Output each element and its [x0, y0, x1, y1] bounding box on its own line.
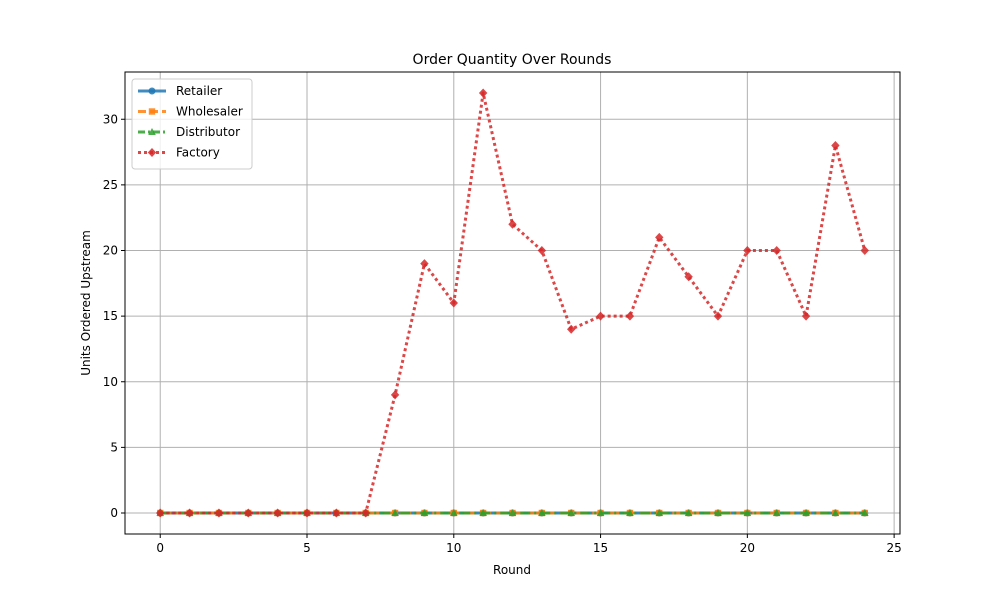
- factory-point: [332, 508, 341, 518]
- distributor-point: [802, 509, 810, 516]
- series-factory: [156, 88, 869, 518]
- legend-entry-wholesaler: Wholesaler: [138, 105, 243, 119]
- factory-point: [655, 232, 664, 242]
- y-tick-label: 5: [110, 440, 118, 454]
- factory-point: [390, 390, 400, 400]
- factory-point: [214, 508, 224, 518]
- legend-entry-distributor: Distributor: [138, 125, 240, 139]
- x-tick-label: 10: [446, 541, 461, 555]
- distributor-point: [743, 509, 752, 516]
- legend-entry-factory: Factory: [138, 146, 220, 160]
- series-group: [156, 88, 869, 518]
- factory-point: [801, 311, 811, 321]
- factory-point: [185, 508, 194, 518]
- legend-label: Distributor: [176, 125, 240, 139]
- factory-point: [244, 508, 253, 518]
- factory-point: [772, 246, 781, 255]
- x-tick-label: 5: [303, 541, 311, 555]
- distributor-point: [391, 509, 399, 516]
- legend-marker: [148, 108, 156, 115]
- legend-marker: [148, 128, 156, 135]
- legend-label: Retailer: [176, 84, 222, 98]
- y-tick-label: 10: [103, 375, 118, 389]
- factory-point: [537, 246, 547, 255]
- y-tick-label: 15: [103, 309, 118, 323]
- factory-point: [831, 141, 840, 150]
- factory-point: [567, 324, 576, 334]
- x-tick-label: 0: [156, 541, 164, 555]
- factory-point: [361, 508, 370, 518]
- legend-label: Wholesaler: [176, 105, 243, 119]
- factory-point: [743, 246, 752, 255]
- legend-entry-retailer: Retailer: [138, 84, 222, 98]
- distributor-point: [508, 509, 517, 516]
- legend-box: [131, 78, 253, 170]
- grid: [125, 72, 900, 534]
- y-tick-label: 30: [103, 112, 118, 126]
- factory-point: [273, 508, 282, 518]
- factory-point: [684, 272, 693, 282]
- distributor-point: [596, 509, 605, 516]
- distributor-point: [772, 509, 781, 516]
- legend-label: Factory: [176, 146, 220, 160]
- y-tick-label: 25: [103, 178, 118, 192]
- x-tick-label: 20: [740, 541, 755, 555]
- factory-point: [302, 508, 312, 518]
- distributor-point: [538, 509, 546, 516]
- factory-point: [860, 246, 869, 255]
- legend: Retailer Wholesaler Distributor Factory: [131, 78, 253, 170]
- factory-point: [156, 508, 165, 518]
- distributor-point: [684, 509, 693, 516]
- distributor-point: [831, 509, 840, 516]
- factory-point: [449, 298, 458, 308]
- legend-marker: [147, 148, 157, 157]
- factory-point: [713, 311, 723, 321]
- distributor-point: [714, 509, 722, 516]
- distributor-point: [420, 509, 429, 516]
- distributor-point: [479, 509, 487, 516]
- factory-point: [508, 219, 517, 229]
- distributor-point: [567, 509, 576, 516]
- x-tick-label: 15: [593, 541, 608, 555]
- x-axis-title: Round: [493, 563, 531, 577]
- factory-point: [478, 88, 488, 98]
- y-tick-label: 20: [103, 244, 118, 258]
- x-tick-label: 25: [886, 541, 901, 555]
- legend-marker: [148, 87, 156, 95]
- distributor-point: [449, 509, 458, 516]
- factory-point: [625, 311, 635, 321]
- y-tick-label: 0: [110, 506, 118, 520]
- distributor-point: [626, 509, 634, 516]
- plot-frame: [124, 71, 901, 535]
- factory-point: [420, 259, 429, 269]
- distributor-point: [860, 509, 869, 516]
- factory-line: [160, 91, 867, 515]
- factory-point: [596, 311, 605, 321]
- distributor-point: [655, 509, 664, 516]
- chart-title: Order Quantity Over Rounds: [413, 52, 612, 68]
- axis-ticks: 0 5 10 15 20 25 0 5 10 15 20 25 30: [103, 112, 902, 555]
- y-axis-title: Units Ordered Upstream: [79, 230, 93, 376]
